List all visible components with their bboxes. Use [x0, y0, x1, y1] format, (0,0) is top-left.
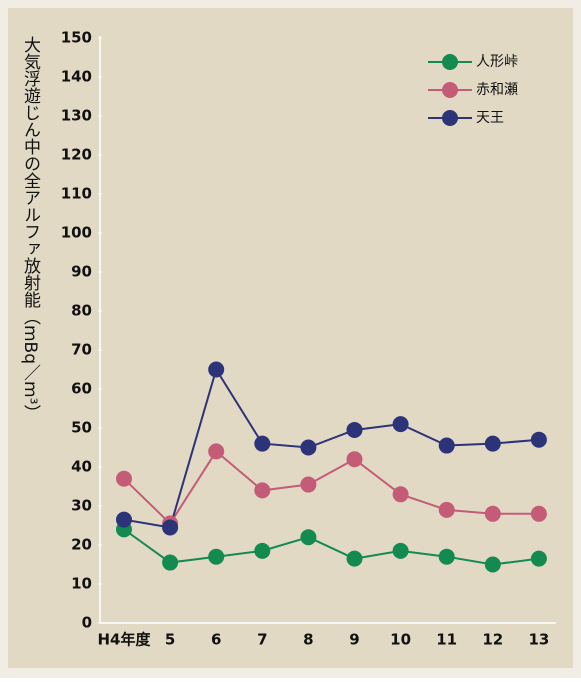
data-point: [208, 548, 225, 565]
data-point: [392, 542, 409, 559]
y-tick-label: 120: [61, 146, 92, 164]
y-axis-label: 大気浮遊じん中の全アルファ放射能（mBq／m³）: [20, 36, 41, 421]
y-tick-label: 0: [82, 614, 92, 632]
data-point: [392, 416, 409, 433]
y-tick-label: 90: [71, 263, 92, 281]
y-tick-label: 80: [71, 302, 92, 320]
data-point: [438, 437, 455, 454]
data-point: [208, 361, 225, 378]
series-line: [123, 367, 539, 529]
legend-label: 人形峠: [476, 54, 518, 70]
y-tick-label: 60: [71, 380, 92, 398]
x-tick-label: 11: [436, 631, 457, 649]
legend-marker: [442, 54, 458, 70]
data-point: [530, 431, 547, 448]
panel: [8, 8, 573, 668]
data-point: [346, 451, 363, 468]
legend-label: 天王: [476, 110, 504, 126]
data-point: [254, 482, 271, 499]
data-point: [162, 554, 179, 571]
y-tick-label: 100: [61, 224, 92, 242]
y-tick-label: 30: [71, 497, 92, 515]
data-point: [116, 511, 132, 528]
data-point: [300, 439, 317, 456]
data-point: [438, 501, 455, 518]
data-point: [254, 435, 271, 452]
y-tick-label: 50: [71, 419, 92, 437]
data-point: [162, 519, 179, 536]
x-tick-label: 10: [390, 631, 411, 649]
data-point: [346, 421, 363, 438]
data-point: [300, 476, 317, 493]
y-tick-label: 140: [61, 68, 92, 86]
series-line: [123, 528, 540, 566]
data-point: [484, 556, 501, 573]
data-point: [116, 470, 132, 487]
legend-marker: [442, 110, 458, 126]
x-tick-label: 9: [349, 631, 359, 649]
x-tick-label: 8: [303, 631, 313, 649]
series-line: [123, 449, 539, 526]
data-point: [346, 550, 363, 567]
data-point: [484, 505, 501, 522]
y-tick-label: 40: [71, 458, 92, 476]
data-point: [530, 550, 547, 567]
x-tick-label: 12: [482, 631, 503, 649]
x-tick-label: 7: [257, 631, 267, 649]
data-point: [300, 529, 317, 546]
data-point: [484, 435, 501, 452]
y-tick-label: 70: [71, 341, 92, 359]
data-point: [438, 548, 455, 565]
y-tick-label: 130: [61, 107, 92, 125]
data-point: [392, 486, 409, 503]
data-point: [254, 542, 271, 559]
y-tick-label: 10: [71, 575, 92, 593]
y-tick-label: 150: [61, 29, 92, 47]
data-point: [208, 443, 225, 460]
x-tick-label: 5: [165, 631, 175, 649]
legend-marker: [442, 82, 458, 98]
x-tick-label: H4年度: [98, 631, 152, 649]
x-tick-label: 13: [528, 631, 549, 649]
x-tick-label: 6: [211, 631, 221, 649]
data-point: [530, 505, 547, 522]
legend-label: 赤和瀬: [476, 82, 518, 98]
y-tick-label: 110: [61, 185, 92, 203]
y-tick-label: 20: [71, 536, 92, 554]
